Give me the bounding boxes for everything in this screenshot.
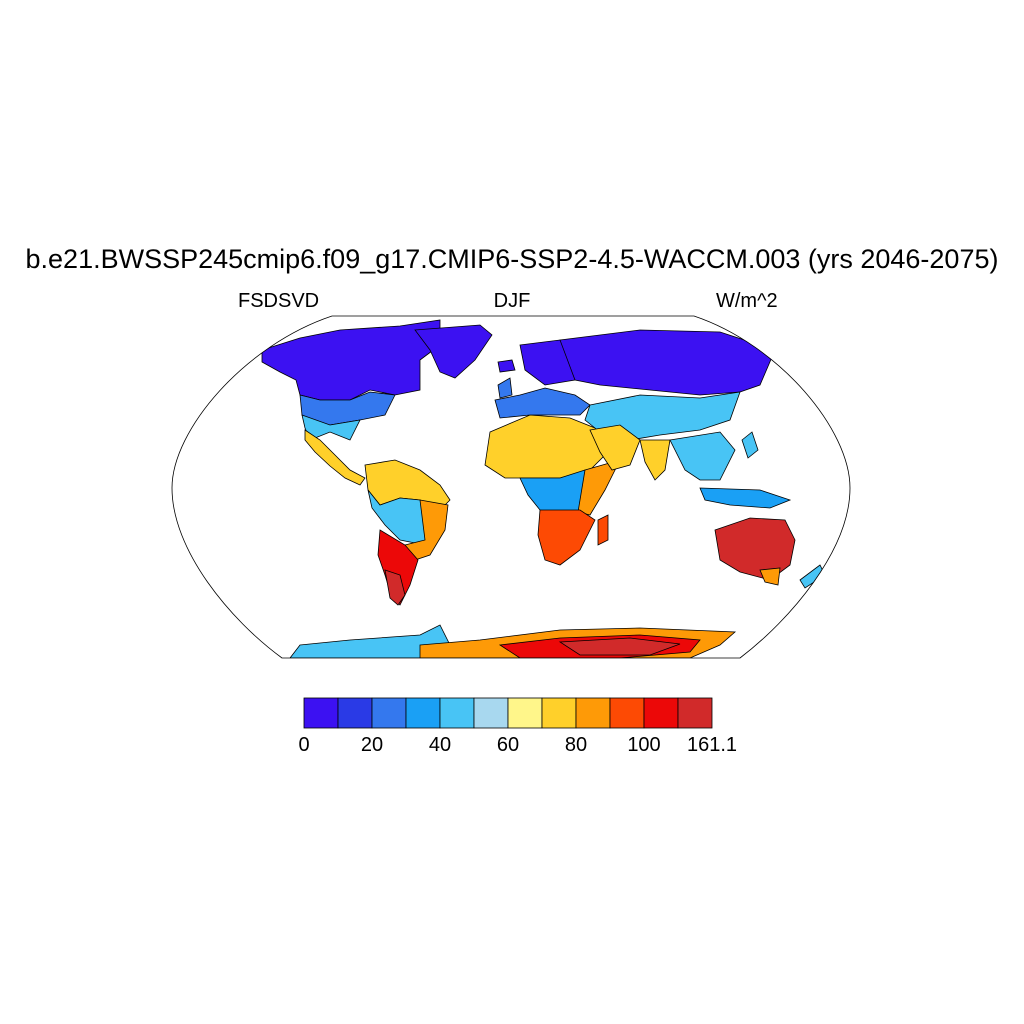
colorbar-tick-label: 100 <box>627 734 661 756</box>
colorbar-tick-label: 20 <box>360 734 384 756</box>
season-label: DJF <box>493 290 531 312</box>
variable-label: FSDSVD <box>238 290 320 312</box>
iceland <box>497 359 516 373</box>
colorbar-swatch <box>575 697 611 729</box>
globe-outline <box>171 315 851 659</box>
colorbar-tick-label: 80 <box>564 734 588 756</box>
japan <box>741 431 759 459</box>
southeast-asia <box>669 431 736 481</box>
colorbar-tick-label: 60 <box>496 734 520 756</box>
colorbar-tick-label: 40 <box>428 734 452 756</box>
colorbar-swatch <box>303 697 339 729</box>
new-zealand <box>799 564 826 589</box>
south-america-brazil <box>404 499 449 561</box>
south-america-south <box>377 529 419 606</box>
europe <box>494 387 591 419</box>
madagascar <box>597 514 609 546</box>
land-areas <box>261 319 826 658</box>
antarctica-west <box>289 624 451 658</box>
middle-east <box>589 424 641 471</box>
north-america-north <box>261 319 441 401</box>
colorbar <box>303 697 713 729</box>
southern-africa <box>537 509 596 566</box>
india <box>639 439 671 481</box>
colorbar-tick-label: 0 <box>298 734 310 756</box>
colorbar-tick-label: 161.1 <box>686 734 738 756</box>
indonesia <box>699 487 792 509</box>
colorbar-swatch <box>677 697 713 729</box>
colorbar-swatch <box>507 697 543 729</box>
colorbar-swatch <box>439 697 475 729</box>
colorbar-swatch <box>371 697 407 729</box>
mexico <box>304 429 366 486</box>
uk <box>497 377 513 399</box>
patagonia <box>384 569 406 606</box>
colorbar-swatch <box>337 697 373 729</box>
colorbar-swatch <box>405 697 441 729</box>
units-label: W/m^2 <box>716 290 778 312</box>
antarctica-core <box>558 637 681 656</box>
australia-north <box>714 517 796 581</box>
north-america-south <box>301 414 361 441</box>
australia-south <box>759 567 781 586</box>
colorbar-swatch <box>473 697 509 729</box>
greenland <box>414 324 493 379</box>
colorbar-swatch <box>643 697 679 729</box>
colorbar-swatch <box>609 697 645 729</box>
colorbar-swatch <box>541 697 577 729</box>
siberia <box>559 329 776 396</box>
map-title: b.e21.BWSSP245cmip6.f09_g17.CMIP6-SSP2-4… <box>25 244 999 274</box>
